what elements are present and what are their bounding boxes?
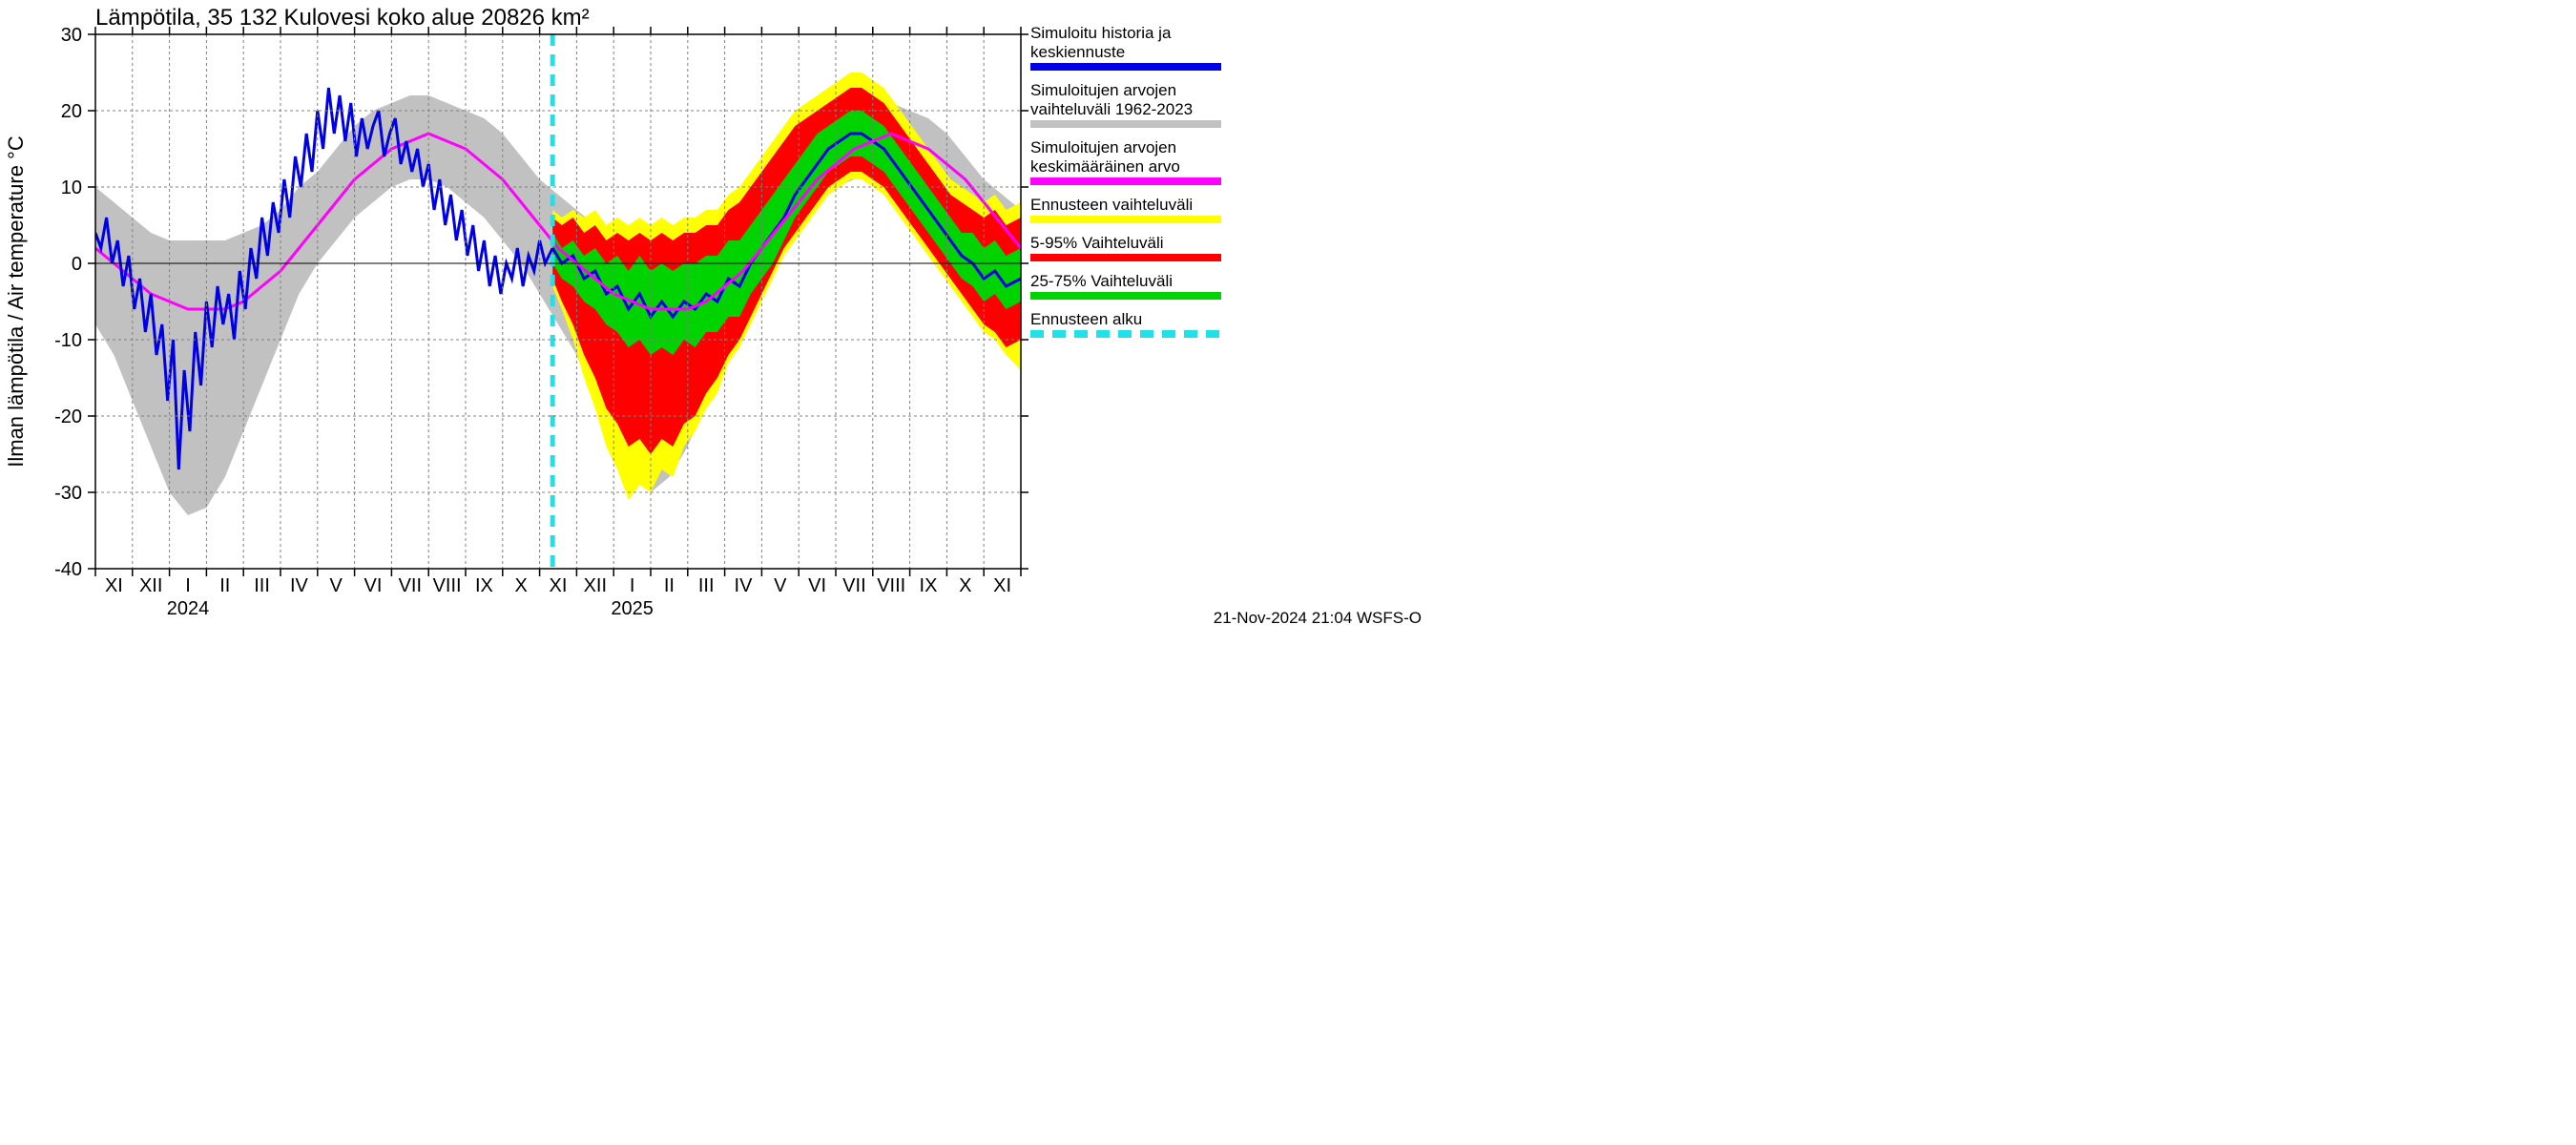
x-tick-label: II [664,575,675,596]
x-tick-label: VI [364,575,383,596]
x-tick-label: VII [842,575,865,596]
legend-label: Ennusteen alku [1030,310,1142,328]
x-tick-label: II [219,575,230,596]
footer-timestamp: 21-Nov-2024 21:04 WSFS-O [1214,609,1422,627]
x-tick-label: XI [993,575,1011,596]
x-tick-label: IV [290,575,309,596]
x-tick-label: IX [920,575,938,596]
y-tick-label: 10 [61,177,82,198]
legend-label: Simuloitu historia ja [1030,24,1172,42]
x-tick-label: XII [139,575,162,596]
legend-label: keskimääräinen arvo [1030,157,1180,176]
x-tick-label: X [515,575,528,596]
x-tick-label: V [774,575,787,596]
legend-label: Simuloitujen arvojen [1030,138,1176,156]
x-tick-label: III [698,575,715,596]
y-tick-label: -30 [54,483,82,504]
legend-label: vaihteluväli 1962-2023 [1030,100,1193,118]
y-tick-label: 30 [61,25,82,46]
temperature-chart: -40-30-20-100102030XIXIIIIIIIIIVVVIVIIVI… [0,0,1431,636]
x-tick-label: I [630,575,635,596]
legend-label: keskiennuste [1030,43,1125,61]
x-tick-label: VIII [433,575,462,596]
legend-label: 5-95% Vaihteluväli [1030,234,1164,252]
year-label-1: 2024 [167,598,210,619]
x-tick-label: VIII [877,575,905,596]
y-tick-label: -10 [54,330,82,351]
legend-label: 25-75% Vaihteluväli [1030,272,1173,290]
y-tick-label: 20 [61,101,82,122]
x-tick-label: III [254,575,270,596]
legend-label: Simuloitujen arvojen [1030,81,1176,99]
legend-label: Ennusteen vaihteluväli [1030,196,1193,214]
x-tick-label: VII [399,575,422,596]
y-tick-label: 0 [72,254,82,275]
x-tick-label: XI [105,575,123,596]
x-tick-label: IV [735,575,754,596]
x-tick-label: V [330,575,343,596]
chart-title: Lämpötila, 35 132 Kulovesi koko alue 208… [95,5,590,31]
x-tick-label: IX [475,575,493,596]
y-tick-label: -40 [54,559,82,580]
year-label-2: 2025 [611,598,654,619]
x-tick-label: I [185,575,191,596]
x-tick-label: X [959,575,971,596]
x-tick-label: XII [584,575,607,596]
y-tick-label: -20 [54,406,82,427]
x-tick-label: XI [550,575,568,596]
x-tick-label: VI [808,575,826,596]
chart-svg: -40-30-20-100102030XIXIIIIIIIIIVVVIVIIVI… [0,0,1431,636]
y-axis-label: Ilman lämpötila / Air temperature °C [4,135,28,468]
